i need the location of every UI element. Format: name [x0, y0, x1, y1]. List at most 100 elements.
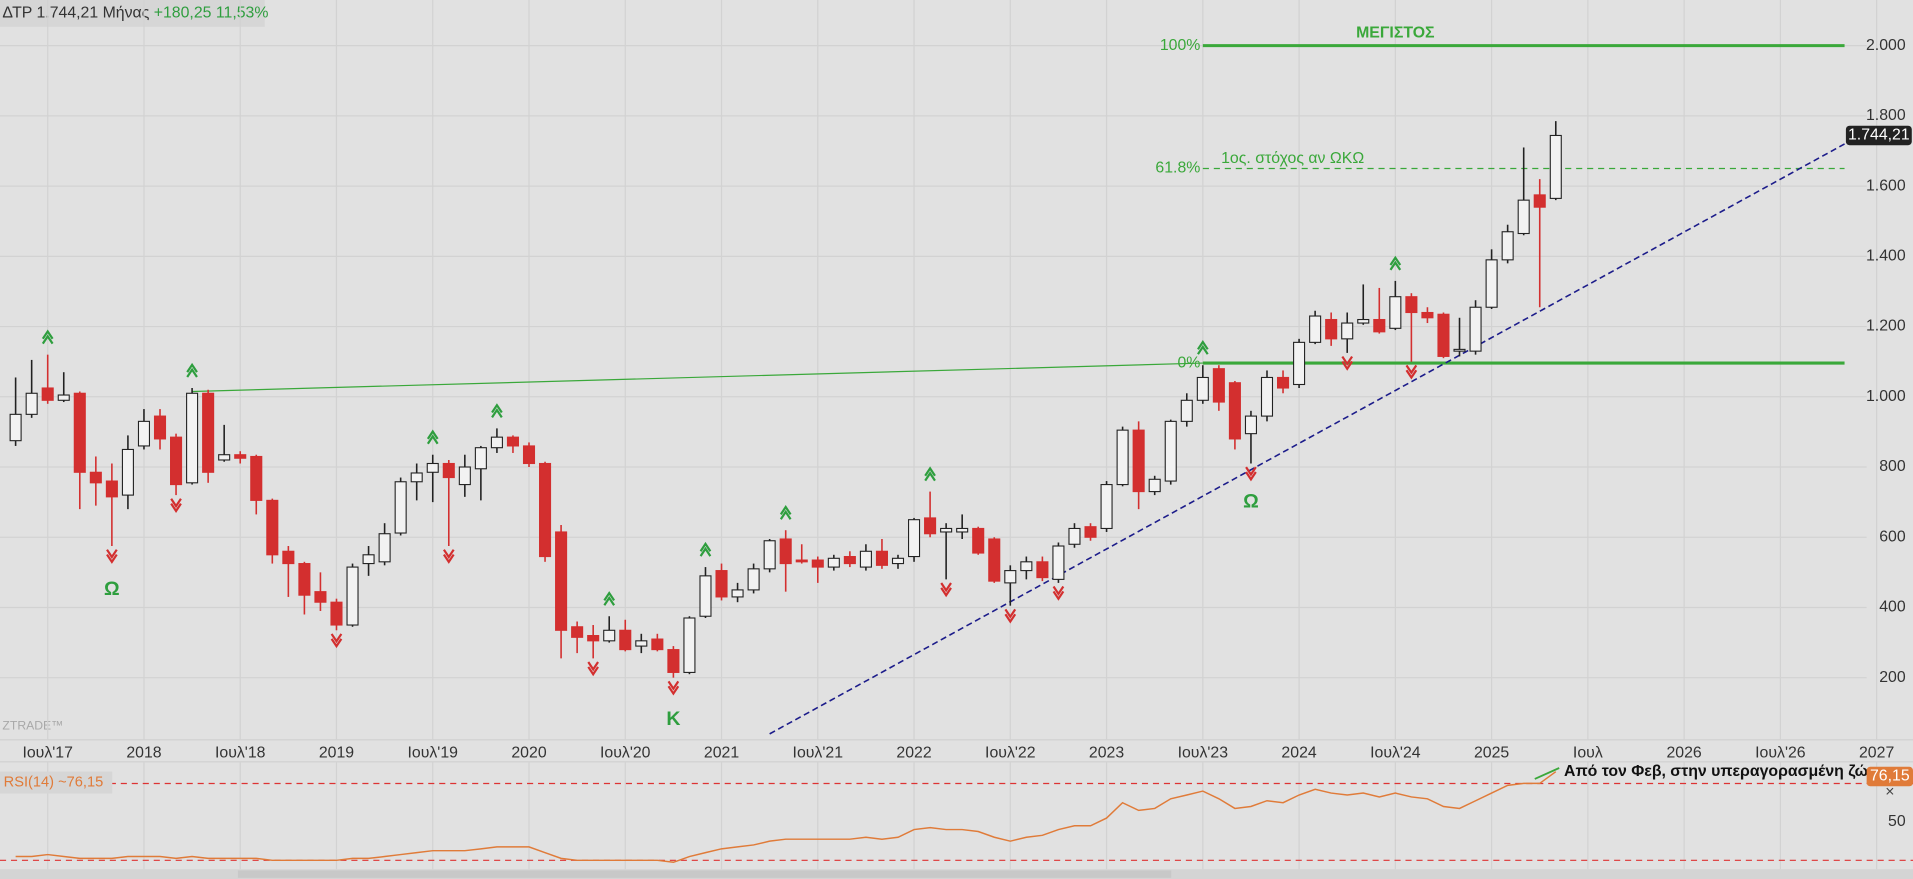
signal-chevron — [940, 582, 952, 598]
candle-body — [779, 538, 792, 565]
rsi-label-box — [0, 771, 113, 794]
signal-chevron — [442, 549, 455, 564]
y-tick-label: 1.000 — [1866, 388, 1906, 405]
signal-chevron — [1405, 364, 1418, 380]
signal-chevron — [1004, 608, 1017, 624]
candle-body — [555, 531, 568, 631]
signal-chevron — [41, 329, 54, 345]
candle-body — [490, 436, 503, 449]
x-tick-label: Ιουλ'18 — [215, 744, 266, 761]
candle-body — [1453, 348, 1466, 352]
signal-chevron — [1245, 466, 1257, 482]
y-tick-label: 1.400 — [1866, 248, 1906, 265]
x-tick-label: Ιουλ — [1573, 744, 1603, 761]
candle-body — [924, 517, 937, 535]
candle-body — [1244, 415, 1257, 435]
candle-body — [89, 471, 102, 484]
candle-body — [1052, 545, 1065, 580]
y-tick-label: 2.000 — [1866, 37, 1906, 54]
candle-body — [1517, 199, 1530, 235]
y-tick-label: 1.600 — [1866, 177, 1906, 194]
signal-chevron — [667, 680, 680, 696]
candle-body — [827, 557, 840, 568]
signal-chevron — [603, 591, 616, 606]
x-tick-label: 2023 — [1089, 744, 1124, 761]
signal-chevron — [924, 466, 936, 482]
candle-body — [859, 550, 872, 568]
y-tick-label: 400 — [1879, 599, 1906, 616]
y-tick-label: 1.800 — [1866, 107, 1906, 124]
y-tick-label: 200 — [1879, 669, 1906, 686]
candle-body — [747, 568, 760, 591]
candle-body — [1020, 561, 1033, 572]
candle-body — [891, 557, 905, 565]
candle-body — [1212, 368, 1225, 403]
candle-body — [218, 454, 231, 461]
candle-body — [1036, 561, 1049, 579]
x-tick-label: 2021 — [704, 744, 739, 761]
signal-chevron — [1197, 340, 1209, 355]
candle-body — [1357, 318, 1370, 324]
x-tick-label: Ιουλ'20 — [600, 744, 651, 761]
candle-body — [1485, 259, 1498, 308]
candle-body — [1116, 429, 1129, 486]
x-tick-label: 2024 — [1281, 744, 1316, 761]
candle-body — [683, 617, 696, 673]
candle-body — [1068, 527, 1081, 545]
candle-body — [635, 640, 648, 647]
x-tick-label: Ιουλ'17 — [22, 744, 73, 761]
candle-body — [298, 563, 311, 596]
signal-chevron — [779, 505, 792, 520]
signal-chevron — [1389, 255, 1402, 271]
candle-body — [250, 455, 263, 501]
candle-body — [1180, 399, 1193, 422]
signal-chevron — [1052, 585, 1065, 601]
candle-body — [843, 555, 856, 565]
level-label: 100% — [1160, 37, 1201, 54]
candle-body — [1421, 311, 1434, 319]
candle-body — [170, 436, 183, 486]
candle-body — [571, 626, 584, 638]
candle-body — [506, 436, 519, 447]
candle-body — [1148, 478, 1161, 493]
close-icon[interactable]: × — [1885, 784, 1894, 801]
annotation: Ω — [104, 578, 120, 600]
x-tick-label: Ιουλ'22 — [985, 744, 1036, 761]
x-tick-label: 2025 — [1474, 744, 1509, 761]
annotation: Ω — [1243, 490, 1259, 512]
signal-chevron — [170, 498, 182, 513]
candle-body — [1309, 315, 1322, 343]
candle-body — [1277, 376, 1290, 389]
candle-body — [186, 392, 199, 484]
x-tick-label: Ιουλ'26 — [1755, 744, 1806, 761]
candle-body — [362, 554, 375, 565]
scrollbar-thumb[interactable] — [237, 870, 1172, 878]
candle-body — [1533, 194, 1546, 208]
candle-body — [282, 550, 295, 565]
candle-body — [908, 519, 921, 558]
trendline — [192, 362, 1203, 393]
candle-body — [1389, 296, 1402, 329]
candle-body — [458, 466, 471, 486]
candle-body — [1293, 341, 1306, 386]
candle-body — [956, 527, 969, 533]
header-change: +180,25 11,53% — [154, 5, 269, 22]
candle-body — [346, 566, 359, 626]
signal-chevron — [1341, 355, 1354, 371]
candle-body — [410, 472, 423, 483]
candle-body — [137, 420, 151, 447]
candle-body — [202, 392, 215, 473]
candle-body — [651, 638, 664, 651]
candle-body — [234, 454, 247, 459]
candle-body — [9, 413, 22, 442]
candle-body — [1373, 318, 1386, 333]
signal-chevron — [587, 661, 599, 677]
signal-chevron — [699, 541, 712, 557]
candle-body — [378, 533, 391, 563]
rsi-value-label: 76,15 — [1870, 768, 1910, 785]
candle-body — [442, 462, 455, 479]
x-tick-label: Ιουλ'23 — [1178, 744, 1229, 761]
y-tick-label: 1.200 — [1866, 318, 1906, 335]
